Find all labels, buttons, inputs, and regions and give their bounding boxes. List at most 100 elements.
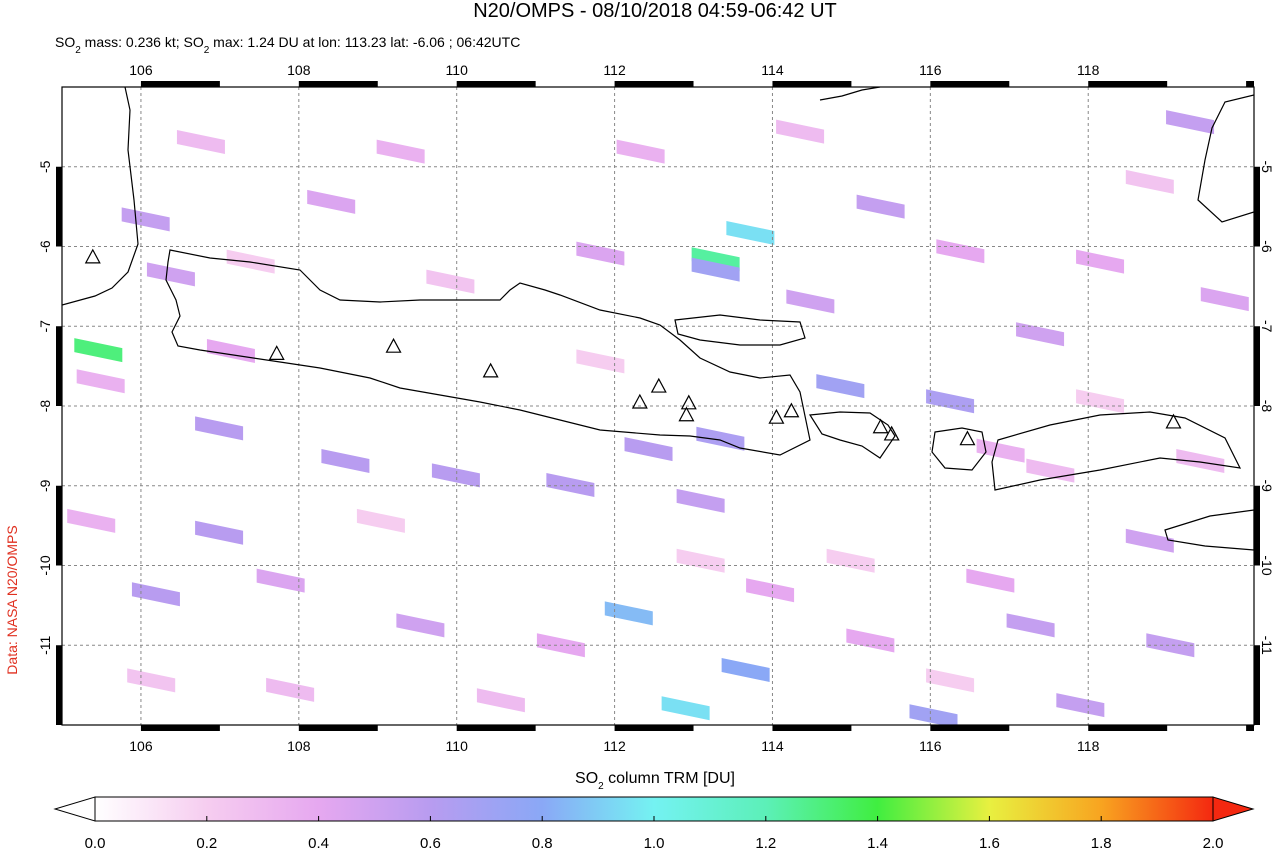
colorbar-over [1212,796,1255,822]
y-tick-label-right: -11 [1259,636,1272,655]
frame-band [1088,81,1168,87]
frame-band [56,485,62,566]
frame-band [1254,645,1260,725]
so2-pixel [909,704,958,725]
coast-java [165,249,811,456]
so2-pixel [67,508,116,533]
y-tick-label-left: -9 [37,479,53,492]
y-tick-label-right: -8 [1259,400,1272,413]
frame-band [772,81,852,87]
volcano [631,393,648,409]
frame-band [1254,326,1260,406]
so2-pixel [76,369,125,394]
y-tick-label-right: -7 [1259,320,1272,333]
so2-pixel [426,269,475,294]
so2-pixel [476,688,525,713]
so2-pixel [1176,449,1225,474]
frame-band [56,645,62,725]
so2-pixel [1146,633,1195,658]
so2-pixel [846,628,895,653]
colorbar-tick-label: 0.0 [85,835,106,852]
colorbar-label-part: column TRM [DU] [604,770,735,787]
title: N20/OMPS - 08/10/2018 04:59-06:42 UT [473,0,837,22]
subtitle-part: 2 [75,45,81,56]
x-tick-label-bottom: 108 [287,738,311,754]
so2-pixel [576,241,625,266]
coast-sumbawa [991,411,1242,491]
y-tick-label-left: -8 [37,400,53,413]
so2-pixel [976,438,1025,463]
frame-band [456,81,536,87]
y-tick-label-left: -5 [37,160,53,173]
volcano [959,430,976,446]
coast-sulawesi [1197,94,1254,223]
so2-pixel [966,568,1015,593]
frame-band [298,725,378,731]
so2-pixel [676,548,725,573]
colorbar-label-part: 2 [598,781,604,792]
frame-band [930,81,1010,87]
so2-pixel [146,262,195,287]
frame-band [1088,725,1168,731]
x-tick-label-bottom: 116 [919,738,942,754]
colorbar-tick-label: 2.0 [1203,835,1224,852]
so2-pixel [307,189,356,214]
axes: 106 106 108 108 110 110 112 112 114 114 116 116 118 1… [37,62,1272,754]
so2-pixel [856,194,905,219]
x-tick-label-bottom: 106 [129,738,153,754]
colorbar-tick-label: 1.2 [755,835,776,852]
volcano [650,377,667,393]
grid [62,87,1254,725]
y-tick-label-right: -9 [1259,480,1272,493]
colorbar-label: SO2 column TRM [DU] [575,770,735,792]
pixels [67,110,1249,725]
coast-lombok [931,427,987,471]
so2-pixel [74,338,123,363]
x-tick-label-bottom: 112 [603,738,626,754]
x-tick-label-top: 114 [761,62,784,78]
frame-band [56,166,62,247]
so2-pixel [926,668,975,693]
volcano [385,337,402,353]
so2-pixel [1056,693,1105,718]
frame-band [614,81,694,87]
subtitle-part: mass: 0.236 kt; SO [81,34,204,50]
so2-pixel [576,349,625,374]
volcano [680,394,697,410]
so2-pixel [816,374,865,399]
so2-pixel [1166,110,1215,135]
so2-pixel [721,657,770,682]
frame-band [772,725,852,731]
so2-pixel [726,220,775,245]
volcano [84,248,101,264]
volcano [783,402,800,418]
y-tick-label-left: -11 [37,635,53,654]
x-tick-label-bottom: 118 [1077,738,1100,754]
x-tick-label-top: 108 [287,62,311,78]
frame-band [1254,166,1260,247]
so2-pixel [396,613,445,638]
frame-band [140,81,220,87]
subtitle-part: max: 1.24 DU at lon: 113.23 lat: -6.06 ;… [209,34,520,50]
so2-pixel [121,207,170,232]
so2-pixel [431,463,480,488]
so2-pixel [1006,613,1055,638]
coastlines [62,87,1254,551]
so2-pixel [195,416,244,441]
frame-band [1246,81,1254,87]
x-tick-label-top: 116 [919,62,942,78]
so2-pixel [321,449,370,474]
so2-pixel [195,520,244,545]
x-tick-label-top: 118 [1077,62,1100,78]
plot-area [62,87,1254,725]
colorbar-tick-label: 0.2 [196,835,217,852]
so2-pixel [131,582,180,607]
x-tick-label-bottom: 114 [761,738,784,754]
frame-band [140,725,220,731]
volcano [482,362,499,378]
colorbar-tick-label: 1.6 [979,835,1000,852]
frame-band [614,725,694,731]
so2-pixel [616,139,665,164]
so2-pixel [1125,528,1174,553]
